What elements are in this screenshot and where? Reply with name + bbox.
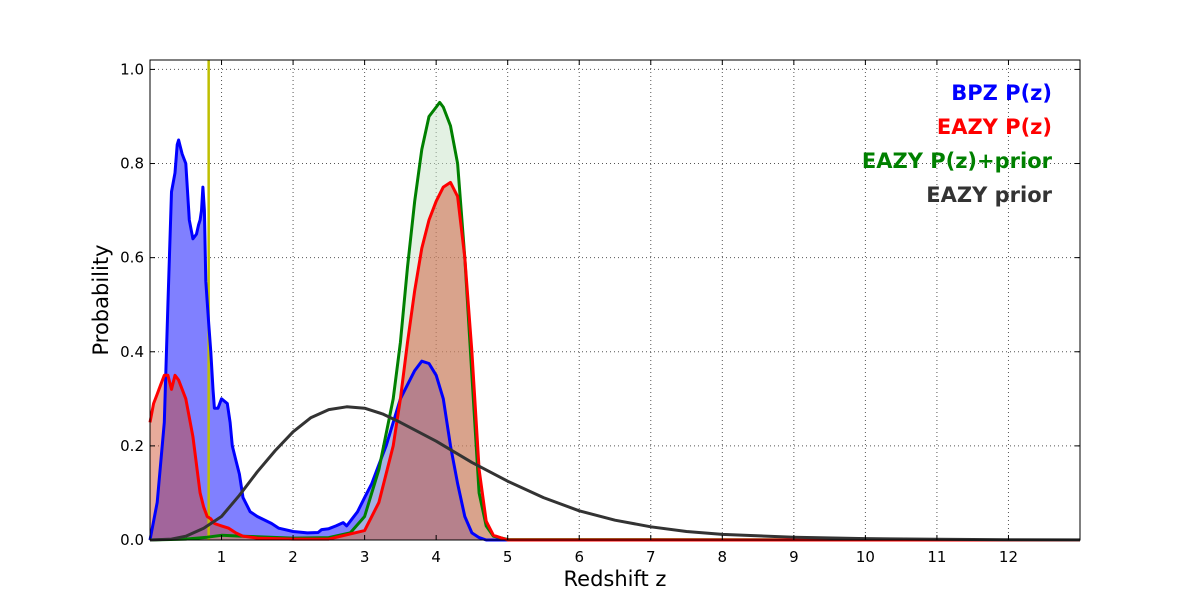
y-tick-label: 1.0 [120, 60, 144, 78]
plot-frame [149, 59, 1081, 541]
x-tick-label: 3 [360, 548, 370, 566]
series-line-eazy-p-z [148, 180, 1080, 542]
y-tick-label: 0.4 [120, 343, 144, 361]
x-tick-label: 1 [217, 548, 227, 566]
axis-ticks: 1 2 3 4 5 6 7 8 9 10 11 120.00.20.40.60.81.0 [120, 60, 1080, 566]
y-tick-label: 0.0 [120, 531, 144, 549]
y-tick-label: 0.6 [120, 249, 144, 267]
y-axis-label: Probability [89, 244, 113, 355]
x-tick-label: 6 [574, 548, 584, 566]
legend-entry-eazy-p-z: EAZY P(z) [937, 115, 1052, 139]
x-tick-label: 8 [718, 548, 728, 566]
x-tick-label: 12 [999, 548, 1018, 566]
series-lines [148, 100, 1081, 542]
legend-entry-eazy-prior: EAZY prior [926, 183, 1052, 207]
series-line-bpz-p-z [148, 138, 1080, 542]
x-tick-label: 7 [646, 548, 656, 566]
legend-entry-eazy-p-z-prior: EAZY P(z)+prior [862, 149, 1053, 173]
grid [150, 60, 1080, 540]
y-tick-label: 0.2 [120, 437, 144, 455]
legend: BPZ P(z) EAZY P(z) EAZY P(z)+prior EAZY pri… [862, 81, 1053, 207]
x-tick-label: 2 [288, 548, 298, 566]
x-axis-label: Redshift z [564, 567, 667, 591]
legend-entry-bpz-p-z: BPZ P(z) [951, 81, 1052, 105]
series-line-eazy-prior [149, 405, 1081, 542]
y-tick-label: 0.8 [120, 155, 144, 173]
x-tick-label: 5 [503, 548, 513, 566]
x-tick-label: 9 [789, 548, 799, 566]
x-tick-label: 4 [431, 548, 441, 566]
x-tick-label: 10 [856, 548, 875, 566]
x-tick-label: 11 [927, 548, 946, 566]
series-fill-eazy-p-z [150, 182, 1080, 540]
